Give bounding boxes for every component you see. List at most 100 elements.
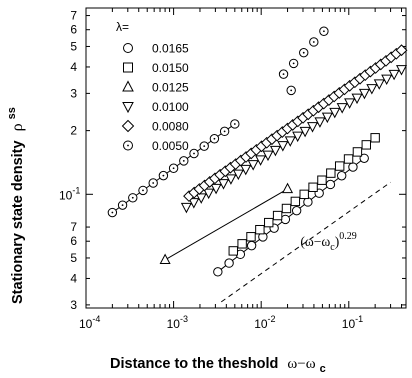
marker-circle-dot	[219, 126, 230, 137]
marker-center-dot	[233, 123, 236, 125]
marker-square	[246, 232, 256, 242]
marker-triangle-down	[306, 122, 319, 133]
x-tick-base: 10	[342, 317, 356, 331]
marker-square	[326, 168, 336, 178]
marker-center-dot	[282, 73, 285, 76]
marker-center-dot	[182, 159, 185, 162]
marker-circle	[348, 162, 358, 172]
marker-center-dot	[111, 211, 114, 214]
marker-circle-dot	[278, 69, 289, 79]
y-tick-label: 7	[70, 220, 77, 234]
marker-circle-dot	[309, 37, 319, 47]
legend: λ= 0.0165 0.0150 0.0125 0.0100 0.0080 0.0050	[116, 20, 189, 153]
marker-center-dot	[162, 174, 165, 177]
marker-triangle-down	[203, 188, 215, 200]
series-0.0150	[228, 133, 380, 256]
marker-triangle-down	[210, 183, 222, 195]
x-tick-label: 10-4	[79, 314, 100, 331]
marker-triangle-down	[395, 65, 408, 76]
marker-circle-dot	[128, 193, 138, 203]
marker-center-dot	[223, 130, 226, 133]
x-tick-label: 10-3	[167, 314, 188, 331]
x-axis-label: Distance to the theshold	[110, 356, 278, 372]
reference-layer: (ω−ωc)0.29	[220, 181, 391, 303]
series-layer	[107, 26, 408, 277]
marker-triangle-up	[159, 253, 171, 265]
marker-center-dot	[312, 41, 315, 43]
marker-triangle-up	[282, 182, 294, 194]
marker-circle	[213, 267, 223, 277]
legend-title: λ=	[116, 20, 129, 34]
marker-center-dot	[292, 62, 295, 65]
y-tick-label: 6	[70, 234, 77, 248]
marker-circle-dot	[189, 148, 199, 159]
reference-dashed-line	[220, 181, 391, 303]
series-0.0125	[159, 182, 294, 265]
legend-label: 0.0125	[152, 81, 189, 95]
marker-triangle-down	[122, 102, 134, 114]
y-tick-label: 5	[70, 251, 77, 265]
marker-triangle-down	[180, 202, 192, 214]
y-tick-label: 10-1	[59, 185, 80, 202]
reference-label-base: (ω−ω	[300, 234, 330, 249]
marker-circle	[291, 205, 302, 216]
marker-triangle-down	[255, 155, 267, 166]
marker-circle	[123, 43, 133, 53]
marker-square	[281, 203, 292, 214]
marker-center-dot	[290, 89, 293, 92]
marker-square	[317, 175, 327, 185]
marker-center-dot	[302, 51, 305, 54]
marker-circle-dot	[319, 26, 329, 36]
x-tick-exponent: -3	[180, 314, 188, 324]
marker-center-dot	[323, 30, 325, 33]
legend-label: 0.0050	[152, 139, 189, 153]
reference-label: (ω−ωc)0.29	[300, 231, 356, 253]
series-0.0100	[180, 65, 408, 214]
marker-triangle-down	[366, 84, 378, 95]
marker-square	[334, 161, 345, 171]
marker-triangle-down	[381, 74, 393, 86]
marker-center-dot	[131, 196, 134, 199]
marker-square	[123, 62, 133, 73]
legend-label: 0.0100	[152, 100, 189, 114]
marker-square	[290, 196, 301, 207]
marker-circle-dot	[299, 47, 309, 58]
marker-triangle-down	[292, 131, 304, 143]
y-axis-symbol: ρ	[9, 123, 26, 131]
y-tick-base: 10	[59, 188, 73, 202]
marker-square	[343, 154, 354, 164]
y-tick-label: 7	[70, 9, 77, 23]
marker-triangle-down	[225, 174, 237, 185]
series-0.0050	[107, 26, 329, 218]
marker-triangle-down	[373, 79, 385, 90]
x-tick-exponent: -1	[355, 314, 363, 324]
x-tick-label: 10-1	[342, 314, 363, 331]
marker-circle	[224, 258, 234, 268]
x-tick-base: 10	[79, 317, 93, 331]
legend-label: 0.0165	[152, 42, 189, 56]
marker-triangle-down	[188, 198, 200, 209]
marker-center-dot	[121, 204, 124, 207]
marker-triangle-down	[314, 117, 326, 128]
marker-triangle-down	[329, 107, 341, 119]
reference-label-sub: c	[330, 242, 335, 253]
marker-square	[237, 239, 247, 249]
marker-triangle-down	[321, 112, 333, 124]
marker-center-dot	[172, 167, 175, 170]
marker-circle	[246, 240, 257, 251]
marker-circle-dot	[138, 185, 148, 196]
marker-circle-dot	[158, 170, 169, 181]
marker-circle-dot	[107, 207, 118, 218]
marker-triangle-down	[336, 103, 348, 114]
y-tick-label: 6	[70, 23, 77, 37]
marker-triangle-down	[351, 93, 363, 105]
marker-square	[361, 140, 371, 150]
marker-square	[308, 182, 318, 192]
marker-square	[264, 217, 274, 228]
x-axis-title: Distance to the theshold ω−ω c	[110, 356, 326, 375]
reference-label-close: )	[335, 234, 340, 249]
marker-circle-dot	[288, 58, 299, 69]
marker-triangle-down	[344, 98, 356, 109]
